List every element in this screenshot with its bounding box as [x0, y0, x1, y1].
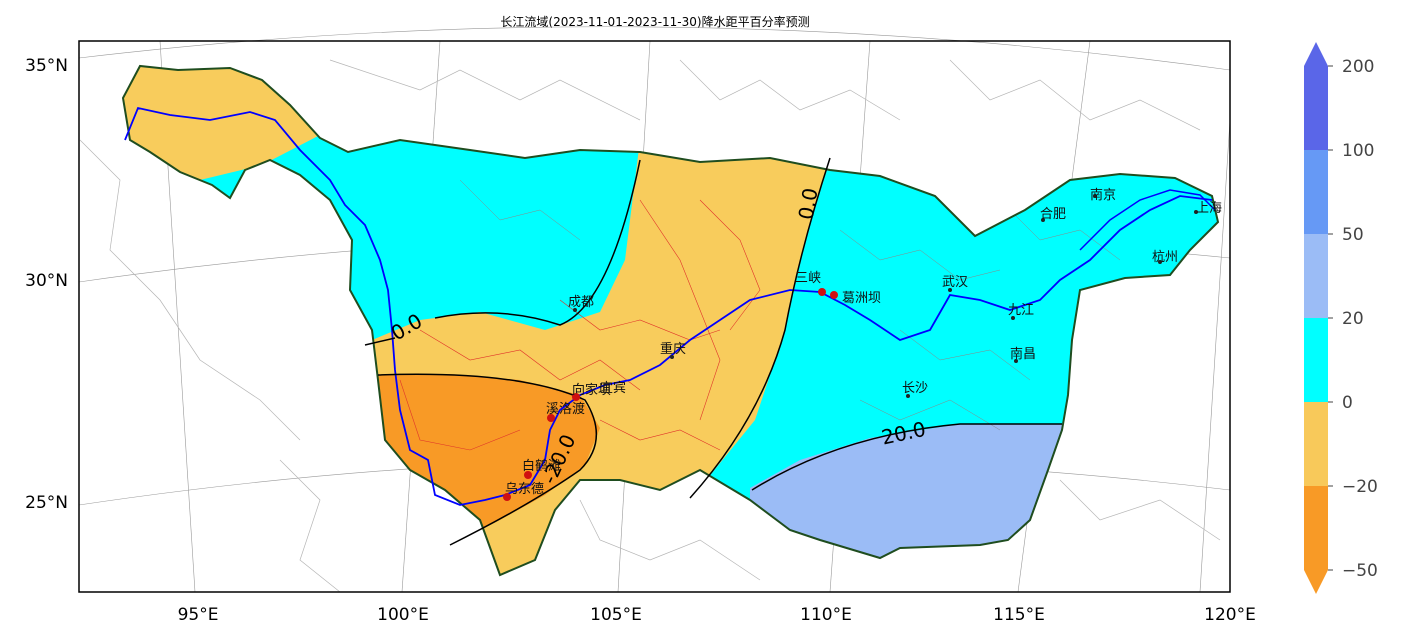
map-title: 长江流域(2023-11-01-2023-11-30)降水距平百分率预测 [500, 14, 809, 29]
colorbar: 200 100 50 20 0 −20 −50 [1304, 42, 1378, 594]
colorbar-top-arrow [1304, 42, 1328, 66]
city-baihetan: 白鹤滩 [522, 458, 561, 474]
basin-boundary [121, 64, 1220, 577]
city-nanchang: 南昌 [1010, 346, 1036, 362]
city-dot-wudongde [503, 493, 511, 501]
city-dot-xiluodu [547, 414, 555, 422]
city-chengdu: 成都 [568, 295, 594, 310]
contour-0-east [689, 157, 831, 499]
lon-label-105: 105°E [590, 605, 642, 625]
city-dot-chongqing [670, 355, 674, 359]
city-nanjing: 南京 [1090, 187, 1116, 203]
lower-yangtze-branch [1079, 189, 1216, 251]
city-xiluodu: 溪洛渡 [546, 401, 585, 417]
city-dot-jiujiang [1011, 316, 1015, 320]
city-dot-sanxia [818, 288, 826, 296]
city-hangzhou: 杭州 [1152, 250, 1178, 265]
colorbar-label-200: 200 [1342, 57, 1374, 77]
colorbar-label-minus20: −20 [1342, 477, 1378, 497]
lat-label-25: 25°N [25, 493, 68, 513]
city-dot-nanchang [1014, 359, 1018, 363]
colorbar-segment-20-50 [1304, 234, 1328, 318]
city-changsha: 长沙 [902, 381, 928, 396]
lon-label-120: 120°E [1204, 605, 1256, 625]
city-sanxia: 三峡 [795, 271, 821, 286]
province-lines [79, 59, 1221, 593]
city-jiujiang: 九江 [1008, 303, 1034, 318]
lat-label-35: 35°N [25, 56, 68, 76]
colorbar-label-20: 20 [1342, 309, 1364, 329]
city-gezhouba: 葛洲坝 [842, 291, 881, 306]
city-dot-changsha [906, 394, 910, 398]
city-dot-hangzhou [1158, 260, 1162, 264]
sub-basin-gray-lines [459, 179, 1121, 431]
colorbar-bottom-arrow [1304, 570, 1328, 594]
contour-0-west [434, 159, 641, 326]
contour-0-west-tail [364, 337, 396, 346]
city-shanghai: 上海 [1196, 201, 1222, 216]
colorbar-segment-0-20 [1304, 318, 1328, 402]
colorbar-segment-50-100 [1304, 150, 1328, 234]
lon-label-100: 100°E [377, 605, 429, 625]
contour-label-0-east: 0.0 [794, 186, 823, 221]
city-dot-nanjing [1093, 194, 1097, 198]
contour-20 [751, 423, 1062, 491]
city-xiangjiaba: 向家坝 [572, 382, 611, 398]
city-dot-wuhan [948, 288, 952, 292]
colorbar-segment-minus50-minus20 [1304, 486, 1328, 570]
colorbar-label-50: 50 [1342, 225, 1364, 245]
colorbar-segment-100-200 [1304, 66, 1328, 150]
lat-label-30: 30°N [25, 271, 68, 291]
city-dot-shanghai [1194, 210, 1198, 214]
city-dot-xiangjiaba [572, 393, 580, 401]
city-hefei: 合肥 [1040, 207, 1066, 222]
city-dot-hefei [1041, 218, 1045, 222]
city-markers: 成都 重庆 宜宾 三峡 葛洲坝 武汉 九江 南昌 长沙 合肥 南京 上海 杭州 … [503, 187, 1222, 501]
lon-label-95: 95°E [178, 605, 219, 625]
city-dot-baihetan [524, 471, 532, 479]
city-dot-chengdu [573, 308, 577, 312]
colorbar-label-100: 100 [1342, 141, 1374, 161]
yangtze-river [124, 106, 1213, 506]
colorbar-label-0: 0 [1342, 393, 1353, 413]
colorbar-label-minus50: −50 [1342, 561, 1378, 581]
sub-basin-lines [399, 199, 761, 451]
city-chongqing: 重庆 [660, 341, 686, 357]
colorbar-segment-minus20-0 [1304, 402, 1328, 486]
contour-minus20 [377, 373, 597, 546]
map-frame [78, 40, 1231, 593]
lon-label-110: 110°E [800, 605, 852, 625]
city-wudongde: 乌东德 [505, 481, 544, 497]
lon-label-115: 115°E [993, 605, 1045, 625]
city-wuhan: 武汉 [942, 275, 968, 290]
city-yibin: 宜宾 [600, 380, 626, 396]
city-dot-gezhouba [830, 291, 838, 299]
contours [364, 157, 1062, 546]
